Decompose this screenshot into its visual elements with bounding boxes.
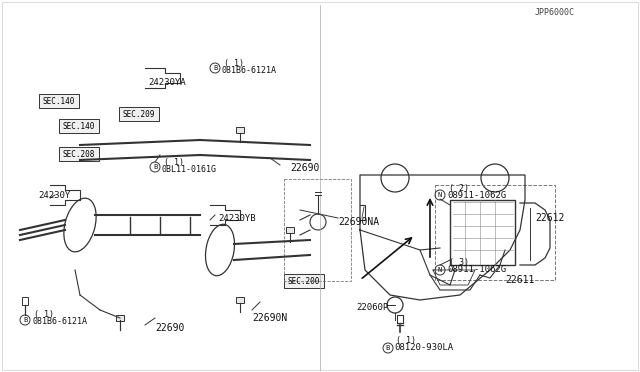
Bar (286, 227, 294, 233)
Text: 22611: 22611 (505, 275, 534, 285)
Text: ( 1): ( 1) (224, 58, 244, 67)
Text: B: B (213, 65, 217, 71)
Text: ( 3): ( 3) (449, 259, 469, 267)
Text: SEC.200: SEC.200 (288, 276, 320, 285)
Text: ( 1): ( 1) (164, 157, 184, 167)
Text: 08911-1062G: 08911-1062G (447, 266, 506, 275)
Bar (236, 297, 244, 303)
Text: SEC.140: SEC.140 (63, 122, 95, 131)
Text: SEC.209: SEC.209 (123, 109, 155, 119)
FancyBboxPatch shape (59, 119, 99, 133)
FancyBboxPatch shape (39, 94, 79, 108)
Text: ( 1): ( 1) (34, 311, 54, 320)
FancyBboxPatch shape (284, 274, 324, 288)
Bar (397, 315, 403, 323)
Text: N: N (438, 192, 442, 198)
Text: JPP6000C: JPP6000C (535, 7, 575, 16)
Text: 08911-1062G: 08911-1062G (447, 190, 506, 199)
Text: 0BL11-0161G: 0BL11-0161G (162, 164, 217, 173)
Text: 081B6-6121A: 081B6-6121A (32, 317, 87, 327)
Text: 22690NA: 22690NA (338, 217, 379, 227)
Text: 081B6-6121A: 081B6-6121A (222, 65, 277, 74)
Text: 22060P: 22060P (356, 304, 388, 312)
Text: ( 2): ( 2) (449, 183, 469, 192)
Text: SEC.140: SEC.140 (43, 96, 75, 106)
Text: 22690: 22690 (155, 323, 184, 333)
Text: 24230Y: 24230Y (38, 190, 70, 199)
FancyBboxPatch shape (59, 147, 99, 161)
Text: 24230YB: 24230YB (218, 214, 255, 222)
Text: 24230YA: 24230YA (148, 77, 186, 87)
Text: B: B (23, 317, 27, 323)
Bar (116, 315, 124, 321)
FancyBboxPatch shape (119, 107, 159, 121)
Text: SEC.208: SEC.208 (63, 150, 95, 158)
Text: N: N (438, 267, 442, 273)
Text: 22612: 22612 (535, 213, 564, 223)
Text: 22690: 22690 (290, 163, 319, 173)
Text: B: B (153, 164, 157, 170)
Text: 08120-930LA: 08120-930LA (394, 343, 453, 353)
Bar (236, 127, 244, 133)
Bar (450, 200, 515, 265)
Text: B: B (386, 345, 390, 351)
Bar (22, 297, 28, 305)
Text: ( 1): ( 1) (396, 337, 416, 346)
Text: 22690N: 22690N (252, 313, 287, 323)
